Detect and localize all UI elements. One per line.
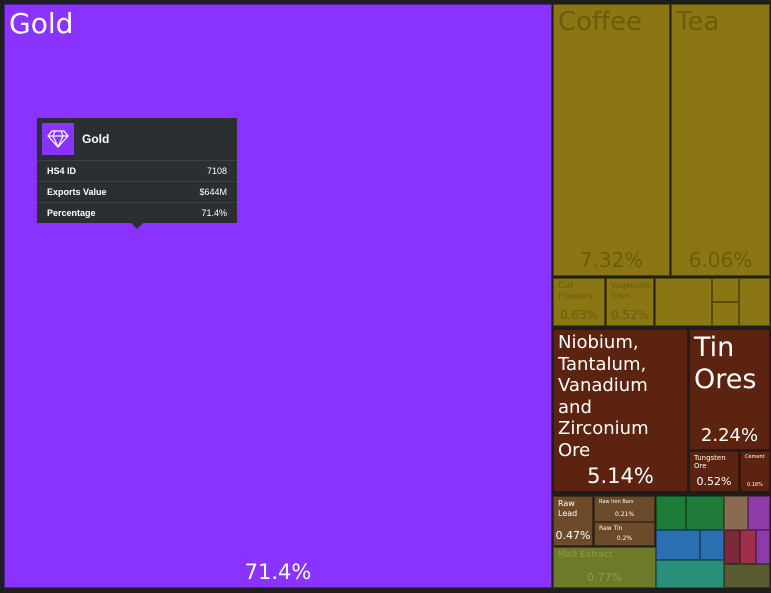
tile: Vegetable Saps 0.52% (606, 278, 654, 326)
tile-label: Cement (745, 454, 765, 460)
small-tile (756, 530, 770, 564)
small-tile (739, 278, 770, 326)
tooltip-row: Exports Value $644M (37, 181, 237, 202)
small-tile (656, 530, 700, 560)
tile: Cement 0.16% (740, 451, 770, 492)
tile-label: Tin Ores (694, 332, 757, 396)
tile-label: Raw Iron Bars (599, 499, 634, 505)
tile-value-label: 0.63% (559, 308, 599, 322)
tile-label: Vegetable Saps (611, 281, 652, 300)
small-tile (656, 560, 724, 588)
tile-value-label: 0.52% (696, 475, 732, 488)
tile: Malt Extract 0.77% (553, 547, 656, 588)
small-tile (656, 496, 686, 530)
tooltip: Gold HS4 ID 7108 Exports Value $644M Perce… (37, 118, 237, 229)
tooltip-value: 7108 (206, 166, 227, 176)
tooltip-label: Percentage (47, 208, 96, 218)
tooltip-row: Percentage 71.4% (37, 202, 237, 223)
small-tile (748, 496, 770, 530)
tile-label: Tea (676, 7, 720, 37)
tile: Tea 6.06% (671, 4, 770, 276)
small-tile (655, 278, 712, 326)
small-tile (724, 564, 770, 588)
tile-value-label: 0.77% (587, 571, 622, 584)
tooltip-value: $644M (199, 187, 227, 197)
tile: Niobium, Tantalum, Vanadium and Zirconiu… (553, 329, 688, 492)
small-tile (700, 530, 724, 560)
tile-label: Malt Extract (558, 550, 613, 560)
tile: Tin Ores 2.24% (689, 329, 770, 450)
tile: Gold 71.4% (4, 4, 552, 588)
small-tile (686, 496, 724, 530)
tile-label: Coffee (558, 7, 642, 37)
tooltip-value: 71.4% (201, 208, 227, 218)
small-tile (712, 302, 739, 326)
tile-value-label: 0.2% (616, 535, 633, 542)
tooltip-header: Gold (37, 118, 237, 160)
tile-value-label: 0.52% (610, 308, 650, 322)
tile-label: Niobium, Tantalum, Vanadium and Zirconiu… (558, 332, 649, 461)
tile-label: Raw Lead (558, 499, 578, 518)
tile: Coffee 7.32% (553, 4, 670, 276)
small-tile (724, 496, 748, 530)
tooltip-row: HS4 ID 7108 (37, 160, 237, 181)
tile: Raw Tin 0.2% (594, 522, 655, 546)
tooltip-label: Exports Value (47, 187, 107, 197)
tile-value-label: 0.16% (747, 482, 763, 488)
small-tile (712, 278, 739, 302)
small-tile (724, 530, 740, 564)
tooltip-label: HS4 ID (47, 166, 77, 176)
tooltip-title: Gold (82, 132, 110, 146)
tile: Raw Iron Bars 0.21% (594, 496, 655, 522)
tile-value-label: 5.14% (587, 464, 654, 488)
tile-label: Cut Flowers (558, 281, 593, 302)
tile-value-label: 2.24% (700, 425, 759, 446)
tile-value-label: 0.21% (614, 511, 635, 518)
tile-value-label: 71.4% (244, 560, 312, 584)
tile-value-label: 6.06% (688, 248, 753, 272)
tile: Raw Lead 0.47% (553, 496, 593, 546)
tile-value-label: 7.32% (579, 248, 644, 272)
tile: Tungsten Ore 0.52% (689, 451, 739, 492)
tile-label: Gold (9, 7, 74, 40)
tooltip-icon (42, 123, 74, 155)
tile-label: Raw Tin (599, 525, 623, 532)
tooltip-arrow (131, 223, 143, 229)
small-tile (740, 530, 756, 564)
diamond-icon (47, 130, 69, 148)
tile: Cut Flowers 0.63% (553, 278, 605, 326)
tile-label: Tungsten Ore (694, 454, 726, 471)
tile-value-label: 0.47% (555, 529, 591, 542)
